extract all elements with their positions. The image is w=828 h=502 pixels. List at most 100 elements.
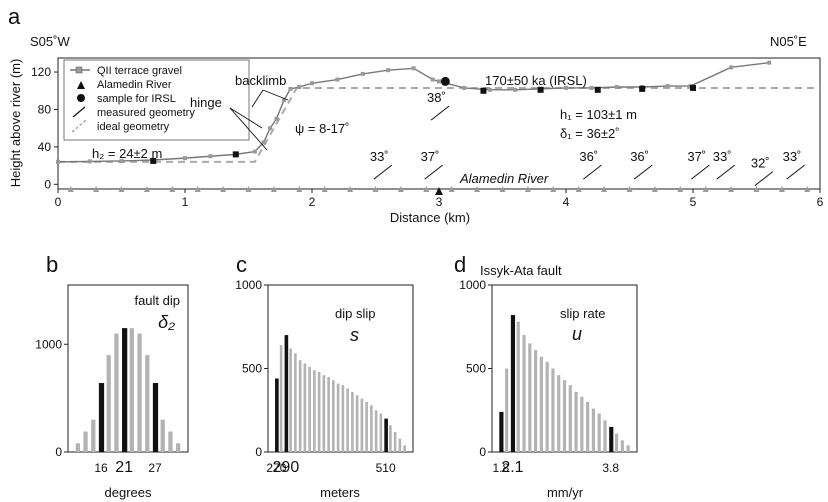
dip-label: 36˚: [630, 149, 649, 164]
dip-label: 33˚: [370, 149, 389, 164]
panel-b-x-axis-label: degrees: [105, 485, 152, 500]
terrace-gravel-point: [513, 87, 518, 92]
histogram-bar: [129, 328, 134, 452]
river-point: [626, 186, 633, 192]
histogram-bar: [586, 401, 590, 452]
legend-entry-irsl: sample for IRSL: [77, 93, 176, 105]
histogram-bar: [370, 405, 373, 452]
terrace-gravel-point: [729, 65, 734, 70]
histogram-bar: [346, 388, 349, 452]
river-point: [499, 186, 506, 192]
dip-label: 33˚: [713, 149, 732, 164]
terrace-gravel-point: [268, 126, 273, 131]
dip-measurement-line: [633, 164, 653, 180]
panel-b-label: b: [46, 252, 58, 277]
histogram-bar: [360, 398, 364, 452]
river-point: [702, 186, 709, 192]
legend-entry-ideal: ideal geometry: [71, 119, 170, 133]
irsl-sample-point: [639, 85, 646, 92]
x-tick-label: 27: [148, 461, 162, 475]
river-point: [270, 186, 277, 192]
histogram-bar: [83, 431, 88, 452]
irsl-sample-point: [232, 151, 239, 158]
legend-river-label: Alamedin River: [97, 79, 172, 91]
hinge-pointer-2: [229, 107, 268, 151]
legend-box: [63, 59, 250, 141]
river-point: [296, 186, 303, 192]
histogram-bar-highlight: [284, 335, 289, 452]
histogram-bar: [522, 335, 526, 452]
histogram-bar: [308, 366, 311, 452]
histogram-bar: [322, 375, 326, 452]
irsl-sample-point: [150, 157, 157, 164]
terrace-gravel-point: [335, 77, 340, 82]
legend-ideal-line: [71, 119, 87, 133]
y-tick-label: 1000: [235, 278, 262, 292]
histogram-bar-highlight: [122, 328, 128, 452]
y-tick-label: 1000: [35, 337, 62, 351]
panel-d-title: Issyk-Ata fault: [480, 263, 562, 278]
terrace-gravel-point: [437, 79, 441, 84]
x-tick-label: 6: [817, 195, 824, 209]
y-tick-label: 1000: [459, 278, 486, 292]
irsl-sample-point: [480, 87, 487, 94]
x-tick-label: 270: [266, 461, 286, 475]
histogram-bar: [568, 385, 572, 452]
panel-a-x-axis-label: Distance (km): [390, 210, 470, 225]
panel-b-title: fault dip: [134, 293, 180, 308]
annotation-river: Alamedin River: [459, 171, 549, 186]
histogram-bar: [374, 410, 378, 452]
histogram-bar: [303, 363, 307, 452]
legend-gravel-marker: [75, 66, 83, 74]
histogram-bar: [160, 419, 165, 452]
terrace-gravel-point: [274, 116, 279, 121]
backlimb-pointer-2: [262, 89, 289, 101]
panel-b-symbol: δ₂: [158, 312, 175, 332]
histogram-bar: [327, 376, 330, 452]
histogram-bar: [626, 445, 630, 452]
river-point: [778, 186, 785, 192]
annotation-delta1: δ₁ = 36±2˚: [560, 126, 620, 141]
river-point: [220, 186, 227, 192]
panel-d: d Issyk-Ata fault 0 500 1000 1.82.1 3.8 slip…: [454, 252, 638, 500]
panel-a-y-axis-label: Height above river (m): [8, 59, 23, 188]
hinge-pointer-1: [229, 107, 263, 129]
histogram-bar: [298, 360, 302, 452]
legend-entry-river: Alamedin River: [77, 79, 172, 91]
terrace-gravel-point: [767, 60, 772, 65]
river-point: [524, 186, 531, 192]
x-tick-label: 2.1: [501, 459, 523, 476]
terrace-gravel-point: [261, 140, 266, 145]
panel-c-x-axis-label: meters: [320, 485, 360, 500]
x-tick-label: 510: [376, 461, 396, 475]
orientation-right: N05˚E: [770, 34, 807, 49]
histogram-bar: [528, 343, 532, 452]
terrace-gravel-point: [665, 84, 670, 89]
legend-measured-label: measured geometry: [97, 107, 195, 119]
histogram-bar: [389, 425, 392, 452]
river-reference-point: [435, 187, 443, 195]
histogram-bar: [351, 391, 354, 452]
histogram-bar: [591, 408, 596, 452]
histogram-bar-highlight: [152, 383, 159, 452]
histogram-bar: [341, 385, 345, 452]
irsl-sample-point: [594, 86, 601, 93]
histogram-bar: [176, 443, 181, 452]
annotation-hinge: hinge: [190, 95, 222, 110]
panel-d-bars: [499, 315, 630, 452]
histogram-bar-highlight: [275, 378, 279, 452]
terrace-gravel-point: [183, 156, 187, 161]
dip-measurement-line: [373, 164, 393, 180]
backlimb-pointer-1: [251, 89, 264, 108]
y-tick-label: 0: [255, 445, 262, 459]
histogram-bar: [398, 438, 402, 452]
x-tick-label: 0: [55, 195, 62, 209]
histogram-bar: [279, 345, 283, 452]
y-tick-label: 40: [38, 140, 52, 154]
annotation-psi: ψ = 8-17˚: [295, 121, 349, 136]
y-tick-label: 500: [466, 362, 486, 376]
river-point: [804, 186, 811, 192]
panel-c-title: dip slip: [335, 306, 375, 321]
terrace-gravel-point: [252, 149, 257, 154]
histogram-bar-highlight: [499, 411, 504, 452]
